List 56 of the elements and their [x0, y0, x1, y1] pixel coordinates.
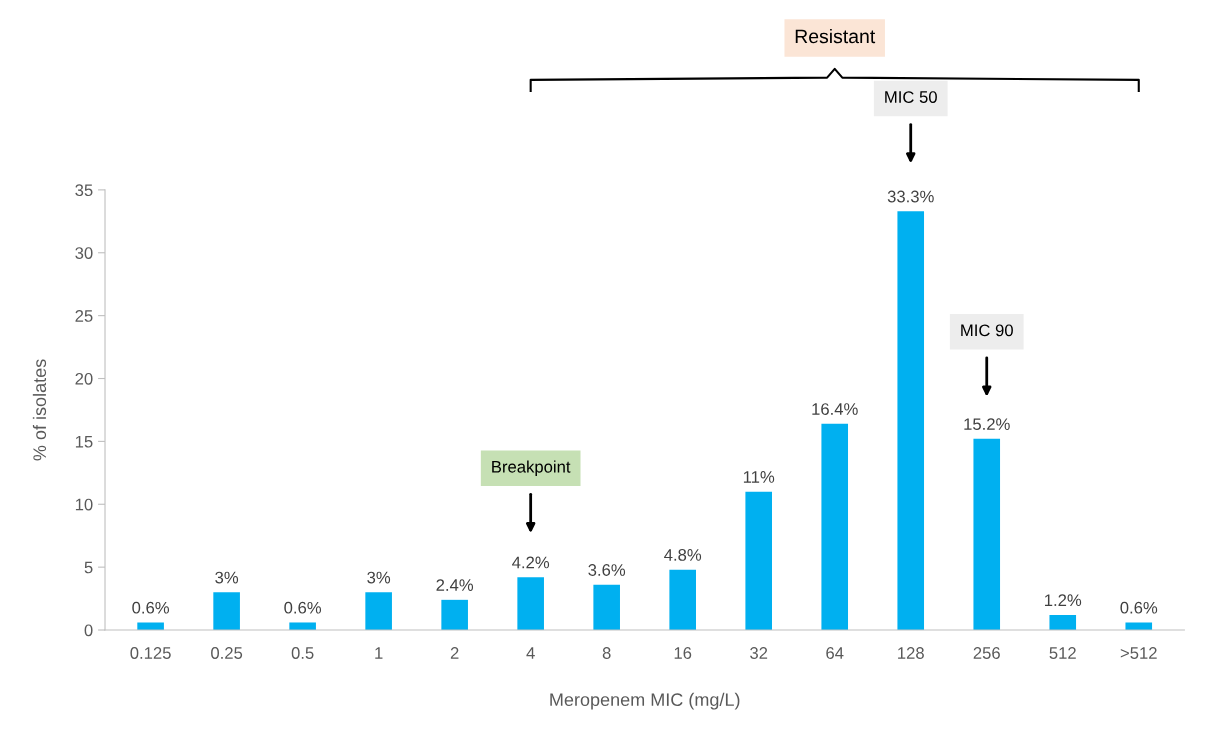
- y-tick-label: 20: [75, 372, 93, 385]
- annotation: Breakpoint: [492, 460, 571, 476]
- x-axis-title: Meropenem MIC (mg/L): [550, 692, 740, 710]
- x-tick-label: 0.125: [130, 647, 171, 659]
- data-label: 11%: [743, 471, 775, 483]
- x-tick-label: 256: [973, 647, 1000, 659]
- y-tick-label: 15: [75, 435, 93, 448]
- data-label: 0.6%: [132, 601, 170, 614]
- data-label: 15.2%: [964, 418, 1010, 431]
- y-tick-label: 35: [75, 184, 93, 197]
- data-label: 2.4%: [436, 579, 474, 591]
- data-label: 4.2%: [512, 556, 550, 569]
- annotation: MIC 90: [961, 324, 1013, 337]
- y-tick-label: 10: [75, 498, 93, 511]
- bar: [745, 491, 773, 631]
- y-tick-label: 0: [84, 624, 93, 637]
- x-tick-label: 0.25: [211, 647, 243, 659]
- data-label: 4.8%: [664, 549, 702, 561]
- bar: [517, 577, 544, 631]
- data-label: 3.6%: [588, 564, 626, 576]
- x-tick-label: 8: [602, 647, 611, 659]
- x-tick-label: 128: [898, 647, 924, 659]
- text: MIC 50: [885, 91, 937, 103]
- data-label: 3%: [367, 571, 391, 584]
- x-tick-label: 2: [450, 647, 459, 659]
- bar: [213, 592, 240, 631]
- x-tick-label: 0.5: [291, 647, 314, 659]
- y-tick-label: 5: [84, 561, 93, 574]
- data-label: 16.4%: [812, 403, 858, 415]
- bar: [365, 592, 392, 631]
- x-tick-label: 4: [526, 647, 535, 659]
- x-tick-label: 32: [750, 647, 768, 659]
- y-tick-label: 25: [75, 310, 93, 322]
- x-tick-label: 512: [1049, 647, 1076, 659]
- data-label: 33.3%: [887, 190, 934, 203]
- data-label: 1.2%: [1045, 594, 1082, 607]
- x-tick-label: >512: [1120, 647, 1157, 659]
- x-tick-label: 16: [674, 647, 692, 659]
- bar: [593, 584, 620, 631]
- y-tick-label: 30: [75, 247, 93, 259]
- bar: [441, 599, 468, 631]
- data-label: 0.6%: [1120, 601, 1158, 614]
- bar: [669, 569, 696, 631]
- bar: [289, 622, 316, 631]
- bar: [973, 438, 1001, 631]
- data-label: 0.6%: [284, 601, 322, 614]
- x-tick-label: 64: [826, 647, 844, 659]
- y-axis-title: % of isolates: [32, 359, 47, 461]
- bar: [137, 622, 164, 631]
- bar: [1049, 614, 1077, 631]
- bar: [821, 423, 849, 631]
- text: Resistant: [795, 28, 876, 44]
- x-tick-label: 1: [375, 647, 383, 659]
- bar: [897, 211, 925, 631]
- bar: [1125, 622, 1153, 631]
- data-label: 3%: [215, 571, 239, 584]
